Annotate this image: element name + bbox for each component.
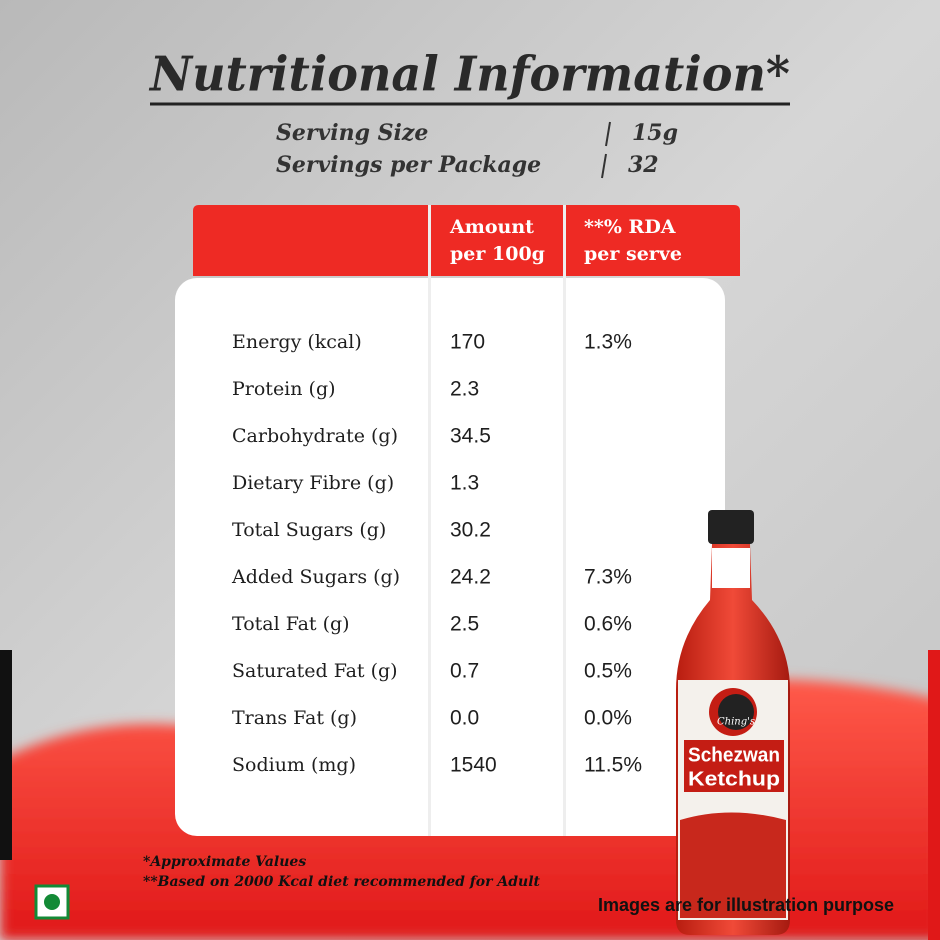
cell-value: 1540 <box>450 754 497 777</box>
nutrient-label: Saturated Fat (g) <box>232 660 398 682</box>
veg-symbol <box>34 884 70 920</box>
cell-value: 7.3% <box>584 566 632 589</box>
cell-value: 0.5% <box>584 660 632 683</box>
name-panel <box>684 740 784 792</box>
right-edge <box>928 650 940 940</box>
nutrient-label: Trans Fat (g) <box>232 707 357 729</box>
nutrient-label: Protein (g) <box>232 378 336 400</box>
nutrient-label: Added Sugars (g) <box>231 566 400 588</box>
nutrient-label: Energy (kcal) <box>232 331 362 353</box>
veg-dot <box>44 894 60 910</box>
neck-label <box>712 548 750 588</box>
cell-value: 2.3 <box>450 378 479 401</box>
column-divider <box>563 205 566 836</box>
cell-value: 24.2 <box>450 566 491 589</box>
sauce-image <box>680 812 786 918</box>
cell-value: 0.0% <box>584 707 632 730</box>
cell-value: 11.5% <box>584 754 642 777</box>
cell-value: 2.5 <box>450 613 479 636</box>
nutrient-label: Sodium (mg) <box>232 754 356 776</box>
cell-value: 1.3% <box>584 331 632 354</box>
left-edge <box>0 650 12 860</box>
column-header: **% RDA <box>584 216 676 238</box>
cell-value: 0.7 <box>450 660 479 683</box>
serving-label: Servings per Package <box>276 152 541 178</box>
disclaimer: Images are for illustration purpose <box>598 895 894 915</box>
footnote: **Based on 2000 Kcal diet recommended fo… <box>143 874 541 890</box>
serving-label: Serving Size <box>276 120 428 146</box>
nutrient-label: Dietary Fibre (g) <box>232 472 394 494</box>
cell-value: 1.3 <box>450 472 479 495</box>
bottle-cap <box>708 510 754 544</box>
serving-value: 32 <box>628 152 659 178</box>
column-header: per 100g <box>450 243 545 265</box>
nutrient-label: Total Fat (g) <box>232 613 350 635</box>
divider <box>601 153 607 179</box>
table-header-band <box>193 205 740 276</box>
product-name: Schezwan <box>688 744 780 766</box>
title: Nutritional Information* <box>148 47 790 103</box>
brand: Ching's <box>717 717 755 728</box>
divider <box>605 121 611 147</box>
table-card <box>175 278 725 836</box>
brand-badge <box>718 694 754 730</box>
column-header: per serve <box>584 243 682 265</box>
bottle <box>676 510 790 935</box>
product-name: Ketchup <box>688 768 780 790</box>
cell-value: 30.2 <box>450 519 491 542</box>
nutrient-label: Carbohydrate (g) <box>232 425 398 447</box>
cell-value: 170 <box>450 331 485 354</box>
cell-value: 0.6% <box>584 613 632 636</box>
cell-value: 0.0 <box>450 707 479 730</box>
serving-value: 15g <box>632 120 678 146</box>
column-divider <box>428 205 431 836</box>
footnote: *Approximate Values <box>143 854 306 870</box>
nutrient-label: Total Sugars (g) <box>232 519 386 541</box>
column-header: Amount <box>449 216 534 238</box>
cell-value: 34.5 <box>450 425 491 448</box>
